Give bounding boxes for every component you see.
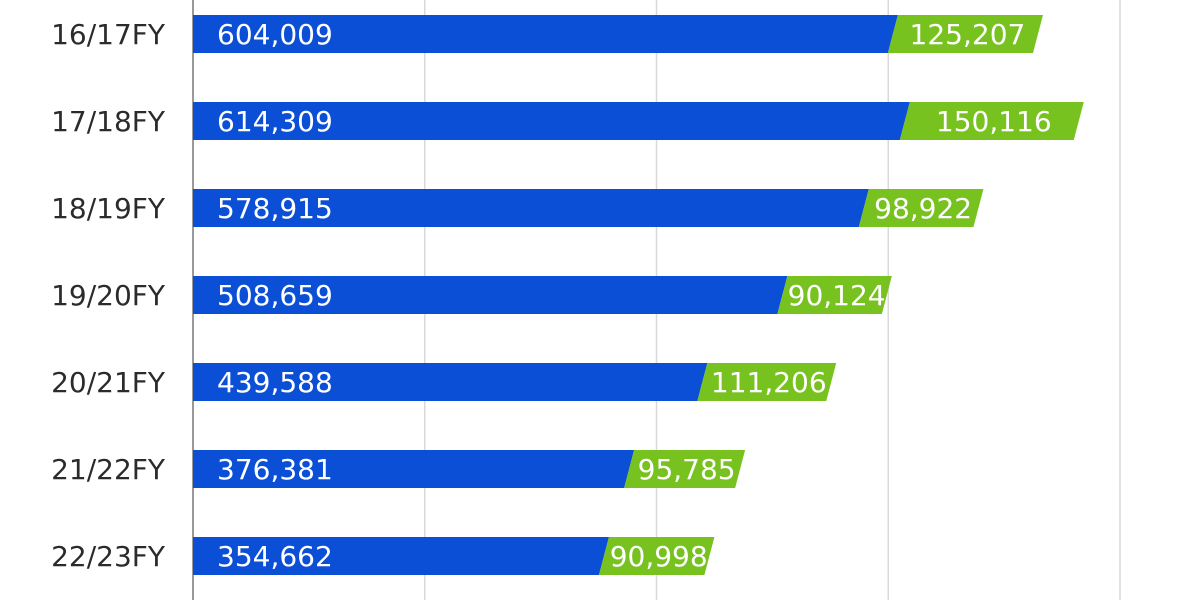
bar-segment-series-1 (193, 15, 898, 53)
category-label: 16/17FY (51, 18, 166, 51)
bar-segment-series-2 (887, 15, 1043, 53)
data-label-series-2: 125,207 (910, 18, 1026, 51)
bar-segment-series-1 (193, 450, 635, 488)
bar-segment-series-2 (598, 537, 715, 575)
data-label-series-1: 376,381 (217, 453, 333, 486)
labels: 16/17FY 604,009 125,207 17/18FY 614,309 150,1… (51, 18, 1052, 573)
data-label-series-2: 90,124 (788, 279, 886, 312)
bar-segment-series-2 (858, 189, 984, 227)
data-label-series-1: 578,915 (217, 192, 333, 225)
data-label-series-1: 439,588 (217, 366, 333, 399)
bar-segment-series-1 (193, 189, 869, 227)
bar-segment-series-2 (624, 450, 746, 488)
bar-segment-series-2 (697, 363, 837, 401)
bar-segment-series-1 (193, 537, 609, 575)
category-label: 20/21FY (51, 366, 166, 399)
bar-segment-series-2 (777, 276, 892, 314)
bar-segment-series-1 (193, 363, 708, 401)
category-label: 19/20FY (51, 279, 166, 312)
data-label-series-2: 95,785 (638, 453, 736, 486)
data-label-series-1: 354,662 (217, 540, 333, 573)
category-label: 21/22FY (51, 453, 166, 486)
data-label-series-1: 604,009 (217, 18, 333, 51)
category-label: 17/18FY (51, 105, 166, 138)
data-label-series-2: 150,116 (936, 105, 1052, 138)
data-label-series-2: 98,922 (874, 192, 972, 225)
category-label: 18/19FY (51, 192, 166, 225)
data-label-series-1: 508,659 (217, 279, 333, 312)
category-label: 22/23FY (51, 540, 166, 573)
data-label-series-2: 111,206 (711, 366, 827, 399)
bar-segment-series-2 (899, 102, 1084, 140)
bar-segment-series-1 (193, 102, 910, 140)
data-label-series-1: 614,309 (217, 105, 333, 138)
data-label-series-2: 90,998 (610, 540, 708, 573)
bars (193, 15, 1084, 575)
bar-segment-series-1 (193, 276, 788, 314)
